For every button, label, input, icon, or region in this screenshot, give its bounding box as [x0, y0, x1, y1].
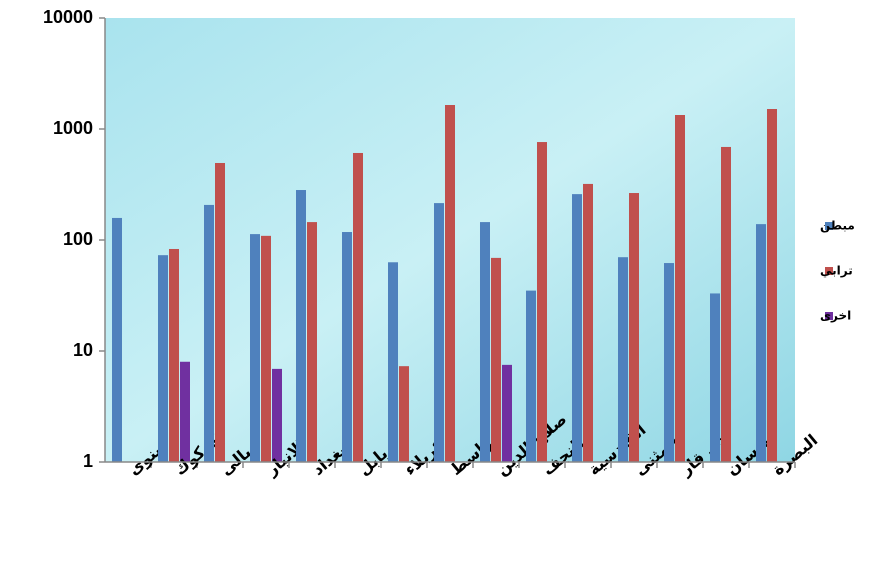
bar	[572, 194, 582, 463]
bar	[434, 203, 444, 462]
legend-label: ترابي	[820, 264, 853, 278]
bar	[767, 109, 777, 462]
bar	[250, 234, 260, 462]
legend-swatch	[825, 222, 833, 230]
bar	[675, 114, 685, 462]
bar	[296, 190, 306, 463]
y-tick-label: 10	[73, 340, 93, 360]
bar	[388, 262, 398, 462]
bar	[583, 183, 593, 463]
bar	[353, 152, 363, 463]
bar	[664, 263, 674, 462]
y-tick-label: 100	[63, 229, 93, 249]
bar	[112, 217, 122, 462]
bar	[169, 248, 179, 462]
bar	[261, 235, 271, 462]
bar	[480, 222, 490, 462]
legend-swatch	[825, 267, 833, 275]
bar	[618, 257, 628, 462]
y-tick-label: 1	[83, 451, 93, 471]
bar	[537, 142, 547, 462]
bar	[526, 290, 536, 462]
bar	[756, 224, 766, 462]
bar	[399, 366, 409, 462]
bar	[710, 293, 720, 462]
bar	[307, 222, 317, 462]
y-tick-label: 10000	[43, 7, 93, 27]
bar	[445, 105, 455, 462]
bar	[204, 204, 214, 462]
y-tick-label: 1000	[53, 118, 93, 138]
bar	[342, 232, 352, 462]
bar	[158, 255, 168, 462]
bar	[180, 361, 190, 462]
bar	[491, 257, 501, 462]
legend-swatch	[825, 312, 833, 320]
bar	[721, 146, 731, 462]
bar	[502, 364, 512, 462]
bar	[272, 368, 282, 462]
bar	[215, 162, 225, 462]
legend-label: مبطن	[820, 219, 855, 233]
bar	[629, 193, 639, 462]
legend-label: اخرى	[820, 309, 851, 323]
